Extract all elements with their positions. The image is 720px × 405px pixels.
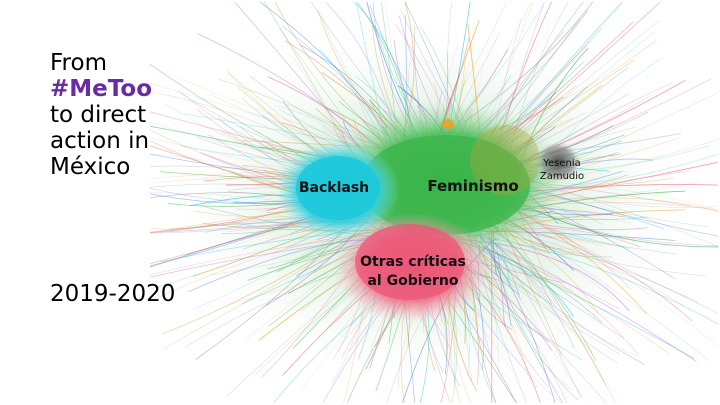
cluster-feminismo-core (360, 135, 530, 235)
label-feminismo: Feminismo (427, 177, 518, 195)
cluster-labels: Backlash Feminismo Yesenia Zamudio Otras… (299, 158, 584, 289)
label-yesenia-line2: Zamudio (540, 171, 584, 182)
cluster-blobs (276, 102, 580, 323)
cluster-otras-core (355, 224, 465, 300)
label-otras-line1: Otras críticas (360, 254, 466, 270)
cluster-backlash-core (296, 156, 380, 220)
label-otras-line2: al Gobierno (367, 273, 458, 289)
title-line-4: action in (50, 128, 150, 154)
date-range: 2019-2020 (50, 281, 176, 307)
title-line-3: to direct (50, 102, 147, 128)
title-hashtag: #MeToo (50, 76, 152, 102)
title-line-5: México (50, 154, 131, 180)
label-backlash: Backlash (299, 180, 369, 196)
slide-title: From #MeToo to direct action in México (50, 50, 152, 180)
label-yesenia-line1: Yesenia (542, 158, 581, 169)
title-line-1: From (50, 50, 107, 76)
accent-olive-blob (470, 125, 540, 195)
cluster-yesenia-blob (536, 142, 580, 182)
accent-orange-dot (442, 119, 454, 129)
